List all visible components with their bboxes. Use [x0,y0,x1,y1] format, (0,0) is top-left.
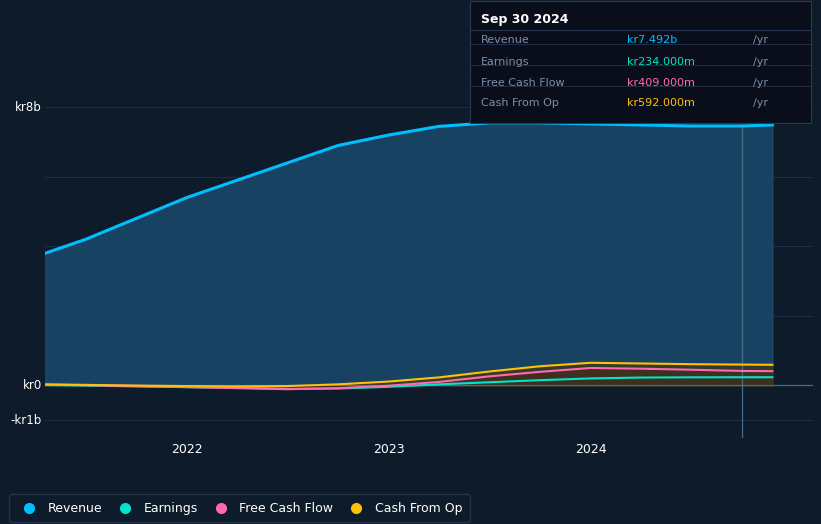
Text: /yr: /yr [753,57,768,67]
Text: Cash From Op: Cash From Op [480,99,558,108]
Text: kr409.000m: kr409.000m [627,78,695,88]
Text: kr0: kr0 [23,379,42,392]
Text: Revenue: Revenue [480,35,530,45]
Text: /yr: /yr [753,35,768,45]
Text: -kr1b: -kr1b [11,413,42,427]
Text: Past: Past [748,72,770,83]
Text: kr234.000m: kr234.000m [627,57,695,67]
Legend: Revenue, Earnings, Free Cash Flow, Cash From Op: Revenue, Earnings, Free Cash Flow, Cash … [9,495,470,522]
Text: kr8b: kr8b [16,101,42,114]
Text: Sep 30 2024: Sep 30 2024 [480,13,568,26]
Text: kr7.492b: kr7.492b [627,35,677,45]
Text: /yr: /yr [753,78,768,88]
Text: /yr: /yr [753,99,768,108]
Text: Earnings: Earnings [480,57,530,67]
Text: Free Cash Flow: Free Cash Flow [480,78,564,88]
Text: kr592.000m: kr592.000m [627,99,695,108]
